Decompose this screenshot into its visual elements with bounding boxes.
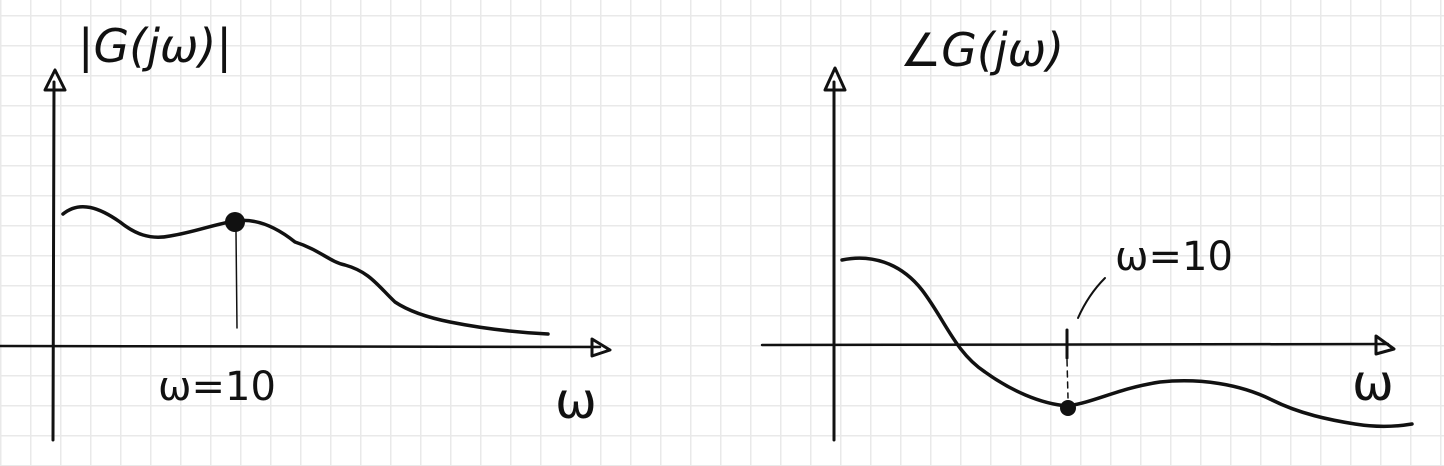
magnitude-marker-dot xyxy=(225,212,245,232)
magnitude-plot: |G(jω)| ω=10 ω xyxy=(0,19,612,442)
magnitude-y-axis xyxy=(51,80,56,442)
magnitude-y-arrowhead xyxy=(43,68,67,92)
magnitude-x-label: ω xyxy=(555,372,597,430)
magnitude-marker-label: ω=10 xyxy=(158,364,276,410)
magnitude-x-axis xyxy=(0,344,602,349)
phase-marker-pointer xyxy=(1077,277,1106,319)
magnitude-x-arrowhead xyxy=(590,337,612,358)
magnitude-curve xyxy=(61,204,550,336)
phase-plot: ∠G(jω) ω=10 ω xyxy=(760,23,1414,442)
phase-marker-guide xyxy=(1066,359,1069,399)
magnitude-y-label: |G(jω)| xyxy=(78,19,232,74)
phase-x-arrowhead xyxy=(1374,334,1396,356)
magnitude-marker-guide xyxy=(235,231,238,329)
phase-marker-dot xyxy=(1060,400,1076,416)
phase-curve xyxy=(840,256,1414,429)
phase-x-label: ω xyxy=(1352,354,1394,412)
phase-y-label: ∠G(jω) xyxy=(900,23,1064,77)
phase-x-axis xyxy=(760,342,1390,347)
phase-marker-label: ω=10 xyxy=(1115,234,1233,280)
phase-y-arrowhead xyxy=(823,66,847,92)
